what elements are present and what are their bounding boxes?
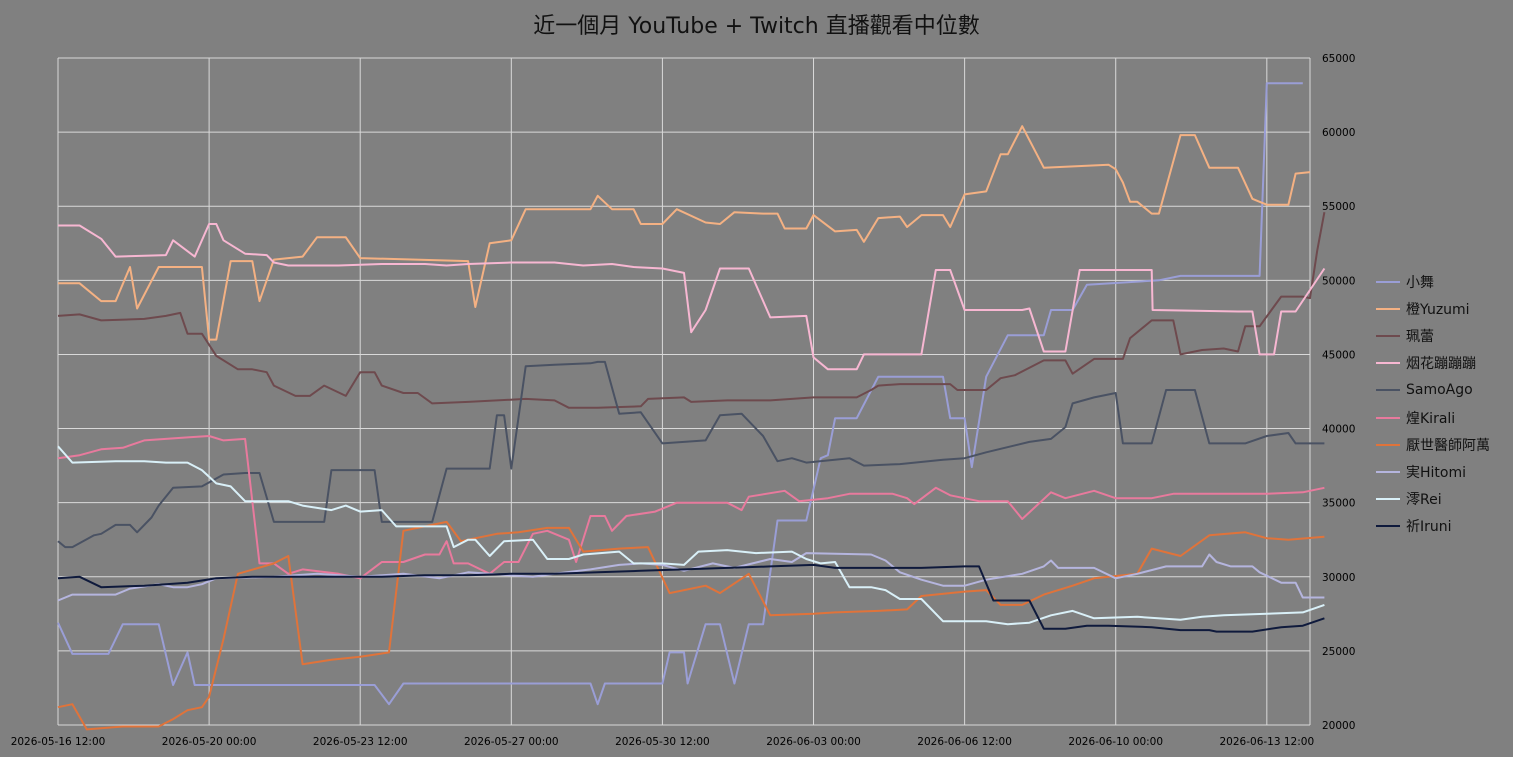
legend-label: 厭世醫師阿萬: [1406, 437, 1490, 454]
x-tick-label: 2026-06-10 00:00: [1068, 736, 1163, 748]
y-tick-label: 50000: [1322, 275, 1355, 287]
legend-label: SamoAgo: [1406, 382, 1473, 399]
legend-item: 煌Kirali: [1376, 404, 1490, 431]
series-line-9: [57, 563, 1325, 633]
x-tick-label: 2026-05-30 12:00: [615, 736, 710, 748]
legend-label: 小舞: [1406, 274, 1434, 291]
y-axis-ticks: 20000 25000 30000 35000 40000 45000 50000 55000…: [1322, 53, 1355, 732]
legend-label: 珮蕾: [1406, 328, 1434, 345]
legend-item: 澪Rei: [1376, 486, 1490, 513]
x-tick-label: 2026-05-23 12:00: [313, 736, 408, 748]
y-tick-label: 45000: [1322, 349, 1355, 361]
y-tick-label: 60000: [1322, 127, 1355, 139]
legend-swatch: [1376, 443, 1400, 446]
legend-item: 厭世醫師阿萬: [1376, 431, 1490, 458]
series-line-8: [57, 445, 1325, 626]
series-line-3: [58, 223, 1326, 371]
legend-swatch: [1376, 498, 1400, 501]
y-tick-label: 25000: [1322, 646, 1355, 658]
legend-swatch: [1376, 416, 1400, 419]
legend-swatch: [1376, 525, 1400, 528]
legend-label: 澪Rei: [1406, 492, 1442, 509]
x-tick-label: 2026-06-06 12:00: [917, 736, 1012, 748]
x-tick-label: 2026-05-16 12:00: [11, 736, 106, 748]
legend-swatch: [1376, 280, 1400, 283]
y-tick-label: 20000: [1322, 720, 1355, 732]
legend-swatch: [1376, 307, 1400, 310]
legend-label: 実Hitomi: [1406, 464, 1466, 481]
legend-item: 祈Iruni: [1376, 513, 1490, 540]
series-line-1: [58, 125, 1311, 341]
legend-label: 煌Kirali: [1406, 410, 1456, 427]
legend-label: 烟花蹦蹦蹦: [1406, 356, 1476, 373]
chart-title: 近一個月 YouTube + Twitch 直播觀看中位數: [533, 14, 980, 39]
series-line-0: [57, 82, 1303, 706]
y-tick-label: 65000: [1322, 53, 1355, 65]
x-tick-label: 2026-05-20 00:00: [162, 736, 257, 748]
x-tick-label: 2026-06-03 00:00: [766, 736, 861, 748]
x-tick-label: 2026-06-13 12:00: [1220, 736, 1315, 748]
legend-item: 小舞: [1376, 268, 1490, 295]
legend-item: 珮蕾: [1376, 322, 1490, 349]
legend-item: SamoAgo: [1376, 377, 1490, 404]
legend-swatch: [1376, 389, 1400, 392]
series-line-5: [57, 435, 1325, 580]
y-tick-label: 35000: [1322, 498, 1355, 510]
series-line-6: [57, 520, 1325, 731]
x-tick-label: 2026-05-27 00:00: [464, 736, 559, 748]
legend-item: 実Hitomi: [1376, 458, 1490, 485]
series-line-4: [57, 360, 1325, 549]
y-tick-label: 40000: [1322, 424, 1355, 436]
series-lines: [57, 82, 1326, 731]
legend-swatch: [1376, 362, 1400, 365]
legend-swatch: [1376, 334, 1400, 337]
y-tick-label: 30000: [1322, 572, 1355, 584]
legend: 小舞橙Yuzumi 珮蕾烟花蹦蹦蹦 SamoAgo 煌Kirali 厭世醫師阿萬 実Hit…: [1376, 268, 1490, 540]
y-tick-label: 55000: [1322, 201, 1355, 213]
gridlines: [57, 57, 1311, 726]
legend-label: 橙Yuzumi: [1406, 301, 1470, 318]
legend-item: 橙Yuzumi: [1376, 295, 1490, 322]
legend-item: 烟花蹦蹦蹦: [1376, 350, 1490, 377]
legend-label: 祈Iruni: [1406, 519, 1452, 536]
legend-swatch: [1376, 470, 1400, 473]
series-line-2: [57, 212, 1326, 409]
x-axis-ticks: 2026-05-16 12:00 2026-05-20 00:00 2026-05-…: [11, 736, 1314, 748]
